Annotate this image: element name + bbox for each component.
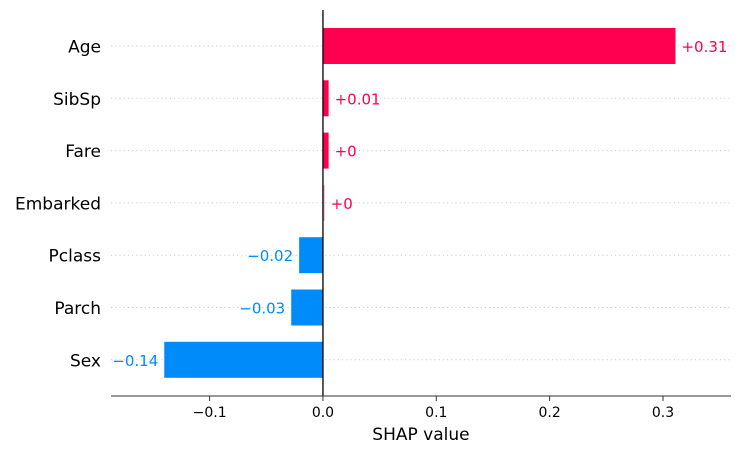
value-labels: +0.31 +0.01 +0 +0 −0.02 −0.03 −0.14 (112, 38, 727, 370)
x-tick-label: −0.1 (193, 405, 227, 421)
value-label-sibsp: +0.01 (335, 90, 381, 108)
x-axis-label: SHAP value (372, 425, 469, 445)
value-label-age: +0.31 (681, 38, 727, 56)
bar-embarked (322, 184, 325, 221)
bar-sibsp (322, 80, 329, 117)
category-labels: Age SibSp Fare Embarked Pclass Parch Sex (15, 38, 101, 372)
value-label-fare: +0 (335, 143, 357, 161)
value-label-parch: −0.03 (239, 300, 285, 318)
bar-parch (291, 289, 323, 326)
row-guidelines (111, 45, 731, 361)
x-tick-label: 0.2 (539, 405, 561, 421)
value-label-embarked: +0 (331, 195, 353, 213)
bar-sex (164, 341, 323, 378)
value-label-pclass: −0.02 (247, 247, 293, 265)
x-tick-label: 0.0 (312, 405, 334, 421)
value-label-sex: −0.14 (112, 352, 158, 370)
bars (164, 28, 676, 378)
bar-pclass (299, 237, 323, 274)
x-tick-label: 0.1 (425, 405, 447, 421)
category-label-embarked: Embarked (15, 194, 101, 214)
x-tick-label: 0.3 (652, 405, 674, 421)
category-label-sex: Sex (70, 351, 101, 371)
bar-age (322, 28, 676, 64)
category-label-sibsp: SibSp (53, 90, 101, 110)
category-label-age: Age (68, 38, 101, 58)
category-label-parch: Parch (54, 299, 101, 319)
bar-fare (322, 132, 329, 169)
category-label-pclass: Pclass (49, 247, 102, 267)
category-label-fare: Fare (65, 142, 101, 162)
x-axis: −0.1 0.0 0.1 0.2 0.3 (111, 395, 731, 421)
